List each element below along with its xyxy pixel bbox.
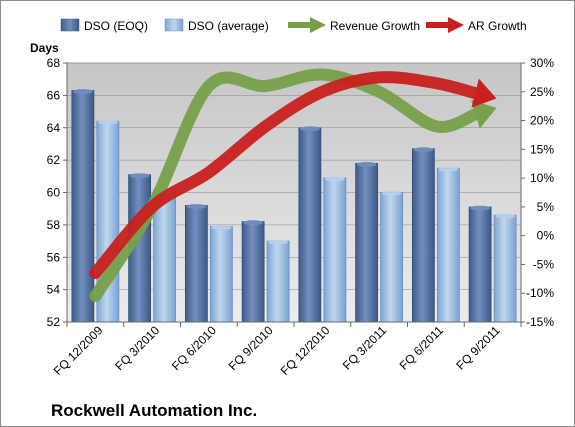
bar-top <box>97 119 118 125</box>
y-tick-label: 54 <box>47 283 61 297</box>
legend-arrow-ar-growth <box>448 17 464 33</box>
y2-tick-label: -10% <box>526 286 554 300</box>
bar-top <box>413 147 434 153</box>
bar-dso-eoq <box>468 205 492 323</box>
bar-dso-eoq <box>411 147 435 323</box>
bar-top <box>243 220 264 226</box>
bar-top <box>381 191 402 196</box>
bar-top <box>470 205 491 211</box>
y-tick-label: 62 <box>47 153 61 167</box>
bar-body <box>184 205 208 323</box>
bar-body <box>411 148 435 323</box>
bar-body <box>209 226 233 323</box>
y-tick-label: 68 <box>47 56 61 70</box>
company-name: Rockwell Automation Inc. <box>51 401 257 420</box>
y2-tick-label: 15% <box>530 142 554 156</box>
legend-item-dso-average: DSO (average) <box>164 18 269 33</box>
y-axis-title: Days <box>30 41 59 55</box>
bar-body <box>241 221 265 323</box>
bar-dso-eoq <box>241 220 265 323</box>
legend-item-revenue-growth: Revenue Growth <box>288 17 420 33</box>
y2-tick-label: 25% <box>530 85 554 99</box>
bar-dso-average <box>436 166 460 323</box>
bar-body <box>266 240 290 323</box>
bars <box>71 89 517 323</box>
bar-dso-average <box>323 176 347 323</box>
bar-top <box>438 166 459 172</box>
x-tick-label: FQ 12/2009 <box>51 323 106 378</box>
growth-lines <box>89 68 497 303</box>
y2-tick-label: -5% <box>533 257 555 271</box>
bar-dso-average <box>493 213 517 323</box>
line-path <box>89 71 482 280</box>
bar-dso-eoq <box>355 161 379 323</box>
legend: DSO (EOQ) DSO (average) Revenue Growth A… <box>60 17 527 33</box>
bar-body <box>298 127 322 323</box>
bar-body <box>436 167 460 323</box>
y2-tick-label: 0% <box>537 229 555 243</box>
x-tick-label: FQ 9/2010 <box>226 323 276 373</box>
y-tick-label: 56 <box>47 250 61 264</box>
y-tick-label: 52 <box>47 315 61 329</box>
bar-dso-eoq <box>298 126 322 323</box>
bar-dso-average <box>380 191 404 323</box>
legend-arrow-revenue-growth <box>310 17 326 33</box>
legend-label-revenue-growth: Revenue Growth <box>330 19 420 33</box>
y-tick-label: 64 <box>47 121 61 135</box>
bar-top <box>72 89 93 95</box>
x-tick-label: FQ 6/2010 <box>169 323 219 373</box>
legend-label-dso-average: DSO (average) <box>188 19 269 33</box>
bar-top <box>129 173 150 179</box>
y2-tick-label: 20% <box>530 114 554 128</box>
line-arrowhead <box>471 78 497 108</box>
x-tick-label: FQ 6/2011 <box>397 323 447 373</box>
bar-dso-average <box>266 239 290 323</box>
bar-dso-eoq <box>71 89 95 323</box>
legend-label-dso-eoq: DSO (EOQ) <box>84 19 148 33</box>
bar-body <box>493 214 517 323</box>
y2-tick-label: 30% <box>530 56 554 70</box>
bar-body <box>323 177 347 323</box>
y-tick-label: 58 <box>47 218 61 232</box>
bar-body <box>355 162 379 323</box>
line-ar-growth <box>89 71 497 280</box>
bar-body <box>71 90 95 323</box>
legend-item-dso-eoq: DSO (EOQ) <box>60 18 148 33</box>
x-tick-label: FQ 3/2011 <box>340 323 390 373</box>
bar-top <box>186 203 207 209</box>
bar-dso-eoq <box>184 203 208 323</box>
x-tick-label: FQ 3/2010 <box>112 323 162 373</box>
bar-top <box>356 161 377 167</box>
y-tick-label: 60 <box>47 186 61 200</box>
bar-body <box>380 192 404 323</box>
y-tick-label: 66 <box>47 88 61 102</box>
x-tick-label: FQ 12/2010 <box>278 323 333 378</box>
y2-tick-label: -15% <box>526 315 554 329</box>
bar-top <box>495 213 516 219</box>
bar-top <box>324 176 345 182</box>
bar-dso-average <box>209 224 233 323</box>
bar-top <box>268 239 289 245</box>
legend-label-ar-growth: AR Growth <box>468 19 527 33</box>
y2-tick-label: 5% <box>537 200 555 214</box>
bar-body <box>468 206 492 323</box>
legend-item-ar-growth: AR Growth <box>426 17 527 33</box>
line-arrowhead <box>471 99 497 129</box>
bar-top <box>211 224 232 230</box>
bar-top <box>299 126 320 132</box>
x-tick-label: FQ 9/2011 <box>453 323 503 373</box>
legend-swatch-dso-average <box>164 18 184 32</box>
legend-swatch-dso-eoq <box>60 18 80 32</box>
y2-tick-label: 10% <box>530 171 554 185</box>
